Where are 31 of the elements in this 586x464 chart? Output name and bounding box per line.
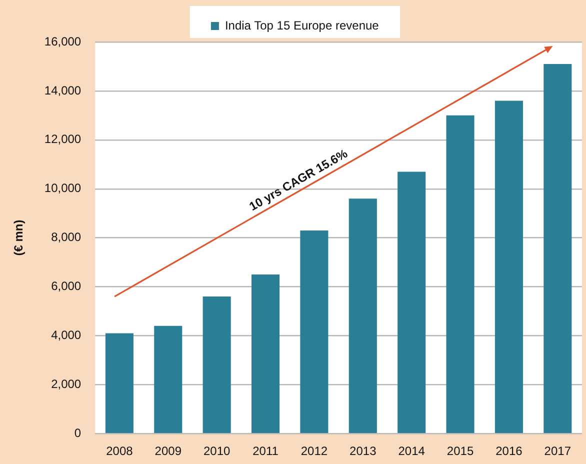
y-tick-label: 4,000	[51, 328, 82, 342]
x-tick-label: 2014	[398, 444, 426, 458]
x-tick-label: 2009	[154, 444, 182, 458]
y-tick-label: 10,000	[44, 181, 82, 196]
bar	[544, 64, 572, 433]
x-tick-label: 2011	[252, 444, 279, 458]
bar	[348, 198, 377, 433]
bar	[446, 115, 474, 433]
x-tick-label: 2008	[106, 444, 134, 458]
x-tick-label: 2010	[203, 444, 230, 458]
y-tick-label: 6,000	[51, 279, 82, 294]
bar	[300, 230, 328, 433]
bar	[202, 296, 231, 433]
bar	[251, 274, 280, 433]
x-tick-label: 2016	[496, 444, 523, 458]
y-tick-label: 0	[74, 426, 82, 440]
y-axis-title: (€ mn)	[12, 220, 26, 256]
y-tick-label: 16,000	[44, 34, 82, 48]
y-tick-label: 12,000	[44, 132, 82, 146]
y-tick-label: 2,000	[51, 376, 82, 391]
y-tick-label: 8,000	[51, 230, 82, 244]
x-tick-label: 2012	[300, 444, 328, 458]
x-tick-label: 2013	[350, 444, 377, 458]
y-tick-label: 14,000	[44, 83, 82, 98]
bar	[398, 172, 426, 433]
bar	[494, 100, 523, 433]
legend-label: India Top 15 Europe revenue	[224, 18, 380, 32]
bar	[154, 326, 182, 433]
x-tick-label: 2015	[446, 444, 474, 458]
x-tick-label: 2017	[544, 444, 572, 458]
bar	[105, 333, 134, 433]
